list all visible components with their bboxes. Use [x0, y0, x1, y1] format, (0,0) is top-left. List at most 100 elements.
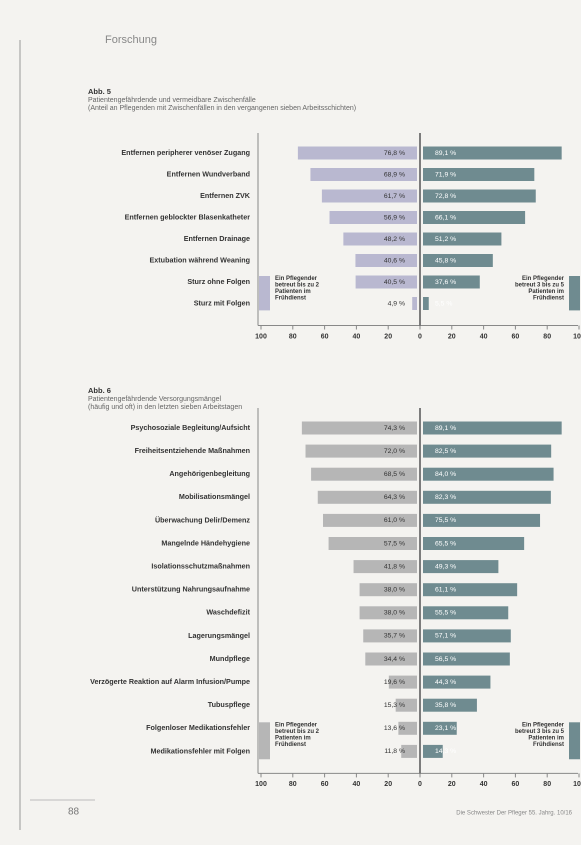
- bar: [363, 629, 417, 643]
- legend-entry: Ein Pflegender betreut bis zu 2 Patienten …: [275, 276, 320, 302]
- value-label: 38,0 %: [384, 586, 405, 593]
- legend-entry: Ein Pflegender betreut bis zu 2 Patienten …: [275, 722, 320, 748]
- x-tick-label: 60: [321, 333, 329, 340]
- value-label: 57,1 %: [435, 633, 456, 640]
- bar: [359, 606, 417, 620]
- legend-swatch: [569, 276, 580, 311]
- chart-subtitle: Patientengefährdende und vermeidbare Zwi…: [88, 97, 256, 104]
- value-label: 74,3 %: [384, 425, 405, 432]
- category-label: Mangelnde Händehygiene: [161, 538, 250, 547]
- x-tick-label: 100: [255, 333, 267, 340]
- value-label: 89,1 %: [435, 425, 456, 432]
- page-header: Forschung: [105, 34, 157, 46]
- category-label: Freiheitsentziehende Maßnahmen: [135, 446, 250, 455]
- category-label: Tubuspflege: [208, 700, 250, 709]
- x-tick-label: 20: [384, 781, 392, 788]
- category-label: Überwachung Delir/Demenz: [155, 515, 250, 524]
- bar: [423, 467, 554, 481]
- x-tick-label: 40: [480, 333, 488, 340]
- category-label: Psychosoziale Begleitung/Aufsicht: [131, 423, 251, 432]
- value-label: 64,3 %: [384, 494, 405, 501]
- page-number: 88: [68, 807, 80, 818]
- value-label: 84,0 %: [435, 471, 456, 478]
- bar: [321, 189, 417, 203]
- value-label: 82,3 %: [435, 494, 456, 501]
- legend-entry: Ein Pflegender betreut 3 bis zu 5 Patiente…: [515, 276, 565, 302]
- x-tick-label: 100: [573, 781, 581, 788]
- bar: [423, 583, 518, 597]
- bar: [423, 537, 525, 550]
- value-label: 13,6 %: [384, 725, 405, 732]
- value-label: 89,1 %: [435, 150, 456, 157]
- value-label: 68,5 %: [384, 471, 405, 478]
- value-label: 66,1 %: [435, 214, 456, 221]
- bar: [423, 698, 477, 712]
- bar: [423, 490, 551, 504]
- x-tick-label: 20: [448, 781, 456, 788]
- category-label: Lagerungsmängel: [188, 631, 250, 640]
- x-tick-label: 80: [543, 333, 551, 340]
- value-label: 35,8 %: [435, 702, 456, 709]
- bar: [297, 146, 417, 160]
- category-label: Sturz mit Folgen: [194, 298, 250, 307]
- bar: [423, 513, 541, 527]
- bar: [423, 744, 443, 758]
- bar: [423, 275, 480, 289]
- value-label: 15,3 %: [384, 702, 405, 709]
- bar: [329, 211, 417, 224]
- value-label: 56,9 %: [384, 214, 405, 221]
- x-tick-label: 0: [418, 333, 422, 340]
- bar: [423, 232, 502, 246]
- x-tick-label: 80: [289, 781, 297, 788]
- value-label: 76,8 %: [384, 150, 405, 157]
- x-tick-label: 40: [353, 781, 361, 788]
- value-label: 14,3 %: [435, 748, 456, 755]
- value-label: 23,1 %: [435, 725, 456, 732]
- x-tick-label: 20: [384, 333, 392, 340]
- x-tick-label: 60: [512, 333, 520, 340]
- category-label: Mobilisationsmängel: [179, 492, 250, 501]
- value-label: 57,5 %: [384, 540, 405, 547]
- bar: [423, 444, 552, 458]
- x-tick-label: 40: [353, 333, 361, 340]
- value-label: 72,8 %: [435, 193, 456, 200]
- x-tick-label: 60: [321, 781, 329, 788]
- bar: [423, 189, 536, 203]
- bar: [423, 421, 562, 435]
- bar: [423, 146, 562, 160]
- value-label: 65,5 %: [435, 540, 456, 547]
- value-label: 44,3 %: [435, 679, 456, 686]
- bar: [423, 560, 499, 574]
- bar: [355, 254, 417, 267]
- category-label: Mundpflege: [210, 654, 250, 663]
- value-label: 35,7 %: [384, 633, 405, 640]
- value-label: 51,2 %: [435, 236, 456, 243]
- value-label: 40,5 %: [384, 279, 405, 286]
- category-label: Medikationsfehler mit Folgen: [151, 746, 250, 755]
- value-label: 61,7 %: [384, 193, 405, 200]
- legend-swatch: [569, 722, 580, 760]
- bar: [388, 675, 417, 689]
- x-tick-label: 80: [289, 333, 297, 340]
- category-label: Sturz ohne Folgen: [187, 277, 250, 286]
- bar: [311, 467, 417, 481]
- bar: [423, 675, 491, 689]
- category-label: Angehörigenbegleitung: [169, 469, 250, 478]
- value-label: 72,0 %: [384, 448, 405, 455]
- bar: [423, 211, 526, 224]
- bar: [343, 232, 417, 246]
- bar: [355, 275, 417, 289]
- bar: [398, 721, 417, 735]
- bar: [301, 421, 417, 435]
- footer-source: Die Schwester Der Pfleger 55. Jahrg. 10/…: [456, 811, 572, 817]
- category-label: Isolationsschutzmaßnahmen: [151, 562, 250, 571]
- x-tick-label: 100: [255, 781, 267, 788]
- x-tick-label: 40: [480, 781, 488, 788]
- legend-swatch: [259, 722, 270, 760]
- chart-subtitle: Patientengefährdende Versorgungsmängel: [88, 396, 222, 403]
- value-label: 5,5 %: [435, 300, 452, 307]
- value-label: 34,4 %: [384, 656, 405, 663]
- bar: [395, 698, 417, 712]
- category-label: Unterstützung Nahrungsaufnahme: [132, 585, 250, 594]
